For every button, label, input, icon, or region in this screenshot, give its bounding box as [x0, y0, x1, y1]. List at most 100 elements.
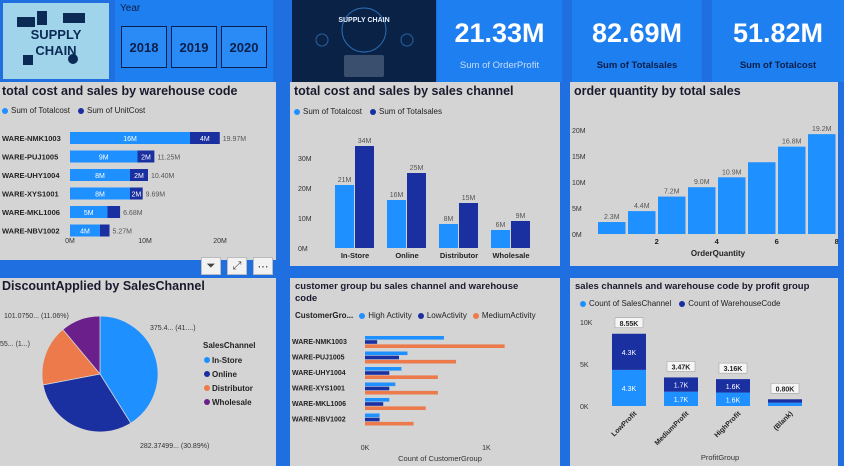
more-options-icon[interactable]: ⋯ [253, 257, 273, 275]
chart-legend: Sum of Totalcost Sum of UnitCost [2, 106, 145, 115]
category-label: WARE-PUJ1005 [2, 153, 58, 162]
category-label: WARE-XYS1001 [2, 190, 59, 199]
bar-mediumactivity [365, 421, 414, 426]
legend-title: CustomerGro... [295, 311, 354, 320]
axis-tick: 0K [361, 445, 370, 452]
data-label: 25M [410, 165, 424, 172]
data-label: 34M [358, 138, 372, 145]
total-label: 3.16K [724, 366, 743, 373]
data-label: 2M [141, 155, 151, 162]
bar-mediumactivity [365, 406, 426, 410]
bar-lowactivity [365, 355, 399, 360]
bar-totalcost [70, 206, 108, 218]
total-box [770, 383, 800, 394]
data-label: 1.7K [674, 397, 689, 404]
total-label: 5.27M [113, 229, 133, 236]
chart-cost-sales-by-warehouse: total cost and sales by warehouse code S… [0, 82, 276, 260]
data-label: 16.8M [782, 139, 802, 146]
total-label: 6.68M [123, 210, 143, 217]
bar-unitcost [100, 224, 110, 237]
category-label: WARE-XYS1001 [292, 386, 345, 393]
axis-title: OrderQuantity [691, 249, 746, 258]
axis-tick: 2 [655, 237, 659, 246]
column-chart: 30M 20M 10M 0M 21M 34M In-Store 16M 25M Online 8M 1… [298, 138, 530, 260]
axis-tick: 0M [65, 238, 75, 245]
bar-totalcost [70, 187, 130, 200]
pie-chart: 375.4... (41....) 282.37499... (30.89%) 55… [0, 313, 255, 450]
bar-unitcost [107, 206, 121, 218]
legend-item: Online [212, 370, 237, 379]
bar-lowactivity [365, 386, 390, 391]
total-label: 8.55K [620, 321, 639, 328]
data-label: 4.3K [622, 350, 637, 357]
bar-warehousecode [768, 399, 802, 403]
chart-title: total cost and sales by sales channel [294, 84, 514, 98]
bar-unitcost [130, 187, 143, 200]
category-label: WARE-UHY1004 [292, 370, 346, 377]
bar-chart-horizontal: WARE-NMK1003 WARE-PUJ1005 WARE-UHY1004 WARE… [292, 336, 505, 463]
kpi-label: Sum of Totalcost [739, 60, 817, 71]
banner-image: SUPPLY CHAIN [292, 0, 436, 82]
legend-marker [204, 385, 210, 391]
legend-item: MediumActivity [472, 311, 536, 320]
chart-discount-by-channel: DiscountApplied by SalesChannel 375.4...… [0, 278, 276, 466]
bar-totalsales [407, 173, 426, 248]
axis-tick: 0M [572, 232, 582, 239]
axis-tick: 5K [580, 362, 589, 369]
category-label: WARE-MKL1006 [292, 401, 346, 408]
column-chart: 20M 15M 10M 5M 0M 2.3M 4.4M 7.2M 9.0M 10.9M 16.8M 1… [572, 126, 838, 258]
data-label: 2.3M [604, 214, 620, 221]
legend-item: In-Store [212, 356, 243, 365]
chart-cost-sales-by-channel: total cost and sales by sales channel Su… [290, 82, 560, 266]
logo: SUPPLY CHAIN [0, 0, 112, 82]
legend-title: SalesChannel [203, 341, 255, 350]
bar-totalcost [70, 224, 100, 237]
logo-line1: SUPPLY [31, 27, 82, 42]
year-option-2018[interactable]: 2018 [121, 26, 167, 68]
category-label: Wholesale [492, 251, 529, 260]
axis-tick: 20M [213, 238, 227, 245]
kpi-label: Sum of Totalsales [596, 60, 678, 71]
axis-tick: 0M [298, 246, 308, 253]
chart-title: total cost and sales by warehouse code [2, 84, 238, 98]
data-label: 2M [134, 173, 144, 180]
total-box [718, 362, 748, 374]
bar-totalsales [511, 221, 530, 248]
focus-mode-icon[interactable]: ⤢ [227, 257, 247, 275]
legend-marker [204, 399, 210, 405]
year-option-2020[interactable]: 2020 [221, 26, 267, 68]
bar-saleschannel [716, 392, 750, 406]
year-option-2019[interactable]: 2019 [171, 26, 217, 68]
category-label: WARE-NBV1002 [292, 417, 346, 424]
data-label: 21M [338, 177, 352, 184]
data-label: 16M [123, 136, 137, 143]
bar-mediumactivity [365, 390, 438, 395]
legend-item: High Activity [359, 311, 412, 320]
chart-title-line2: code [295, 293, 318, 304]
data-label: 4.4M [634, 203, 650, 210]
kpi-total-cost: 51.82M Sum of Totalcost [712, 0, 844, 82]
bar-warehousecode [612, 333, 646, 370]
chart-profit-group: sales channels and warehouse code by pro… [570, 278, 838, 466]
bar-totalsales [688, 187, 716, 234]
axis-tick: 4 [715, 237, 720, 246]
bar-totalsales [355, 146, 374, 248]
axis-tick: 10K [580, 320, 593, 327]
kpi-value: 82.69M [591, 18, 683, 48]
bar-totalsales [628, 211, 656, 234]
total-box [666, 361, 696, 372]
filter-icon[interactable]: ⏷ [201, 257, 221, 275]
bar-totalsales [778, 146, 806, 234]
axis-tick: 10M [572, 180, 586, 187]
slice-label: 282.37499... (30.89%) [140, 443, 209, 450]
bar-mediumactivity [365, 344, 505, 348]
data-label: 8M [95, 192, 105, 199]
total-label: 9.69M [146, 192, 166, 199]
chart-title: order quantity by total sales [574, 84, 741, 98]
legend-item: Sum of Totalsales [370, 107, 442, 116]
bar-high-activity [365, 413, 380, 418]
bar-lowactivity [365, 340, 378, 344]
kpi-value: 21.33M [454, 18, 545, 48]
bar-totalcost [70, 169, 130, 181]
legend-item: Wholesale [212, 398, 252, 407]
